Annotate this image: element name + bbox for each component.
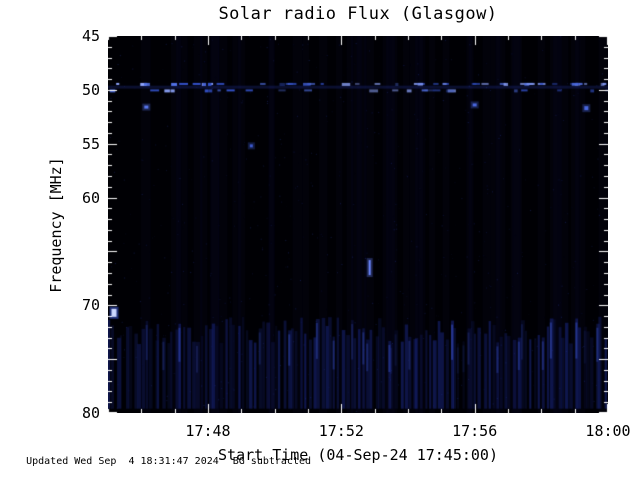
spectrogram-canvas [108,36,608,413]
x-tick-label: 17:48 [185,422,231,440]
y-tick-label: 45 [81,27,100,45]
y-tick-label: 55 [81,134,100,153]
y-tick-label: 50 [81,80,100,99]
y-axis-label: Frequency [MHz] [47,157,65,293]
bg-subtracted-note: BG subtracted [232,456,312,467]
x-axis-label: Start Time (04-Sep-24 17:45:00) [218,446,498,464]
x-tick-label: 17:52 [318,422,364,440]
y-tick-label: 80 [81,404,100,422]
plot-area [108,36,608,413]
x-tick-label: 17:56 [452,422,498,440]
chart-title: Solar radio Flux (Glasgow) [218,4,498,24]
y-tick-label: 70 [81,296,100,315]
updated-timestamp: Updated Wed Sep 4 18:31:47 2024 [26,456,219,467]
footer: Updated Wed Sep 4 18:31:47 2024 BG subtra… [2,445,325,478]
x-tick-label: 18:00 [585,422,631,440]
y-tick-label: 60 [81,188,100,207]
